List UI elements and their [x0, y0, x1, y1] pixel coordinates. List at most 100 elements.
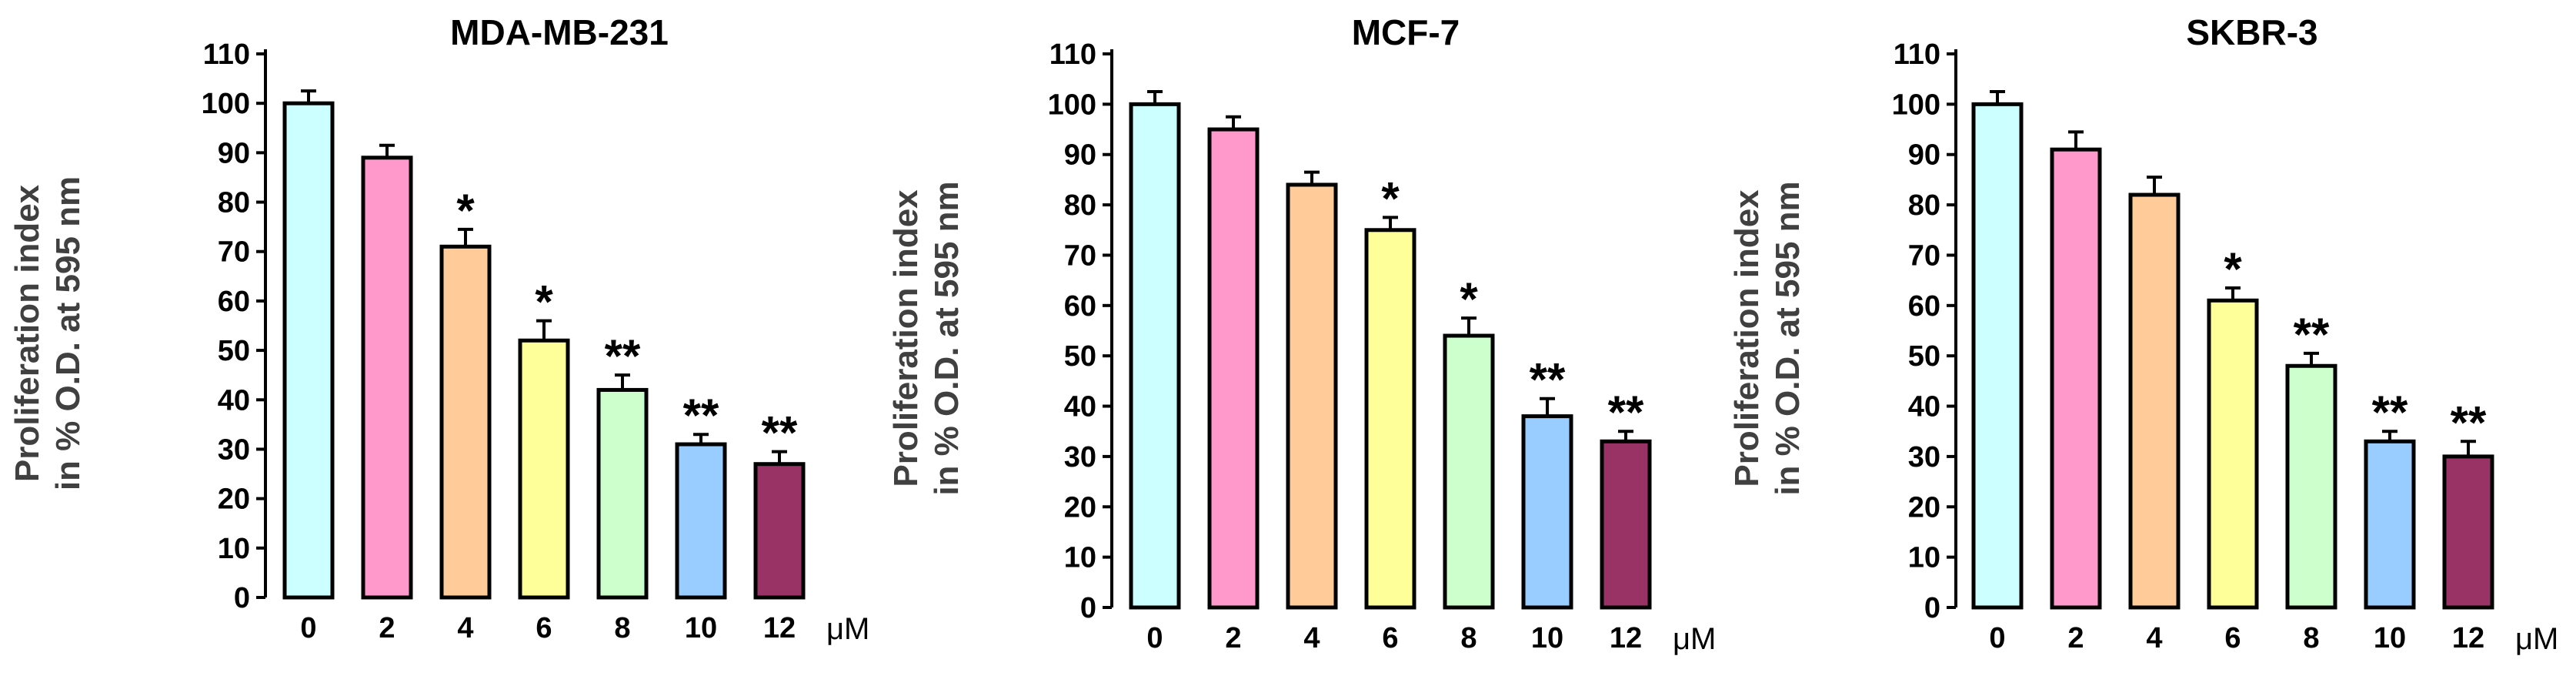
bar-6	[518, 338, 570, 600]
significance-marker: *	[456, 185, 475, 236]
y-tick-label: 60	[1064, 290, 1096, 323]
y-tick-label: 20	[1064, 491, 1096, 524]
chart-title: MCF-7	[1352, 12, 1460, 52]
x-tick-label: 6	[536, 612, 552, 644]
significance-marker: **	[1608, 387, 1644, 438]
x-tick-label: 0	[1989, 622, 2005, 654]
bar-0	[282, 101, 335, 600]
y-tick-label: 30	[1064, 441, 1096, 474]
y-tick-label: 90	[218, 137, 250, 169]
significance-marker: **	[605, 330, 641, 382]
y-axis-label-line1: Proliferation index	[1728, 189, 1766, 487]
x-tick-label: 12	[763, 612, 796, 644]
x-tick-label: 4	[2146, 622, 2162, 654]
y-axis-label-line2: in % O.D. at 595 nm	[928, 181, 966, 495]
y-tick-label: 60	[1908, 290, 1940, 323]
x-tick-label: 2	[2067, 622, 2084, 654]
y-tick-label: 80	[218, 187, 250, 219]
bar-4	[2128, 192, 2181, 610]
y-axis-label-line2: in % O.D. at 595 nm	[49, 176, 87, 490]
y-tick-label: 110	[1894, 38, 1940, 71]
bar-2	[361, 156, 413, 600]
x-tick-label: 0	[300, 612, 316, 644]
bar-8	[2285, 363, 2337, 610]
y-tick-label: 50	[218, 335, 250, 367]
y-tick-label: 30	[218, 433, 250, 466]
x-tick-label: 8	[614, 612, 630, 644]
x-tick-label: 6	[1382, 622, 1398, 654]
bar-10	[2364, 439, 2416, 610]
y-tick-label: 110	[1049, 38, 1096, 71]
y-tick-label: 70	[218, 236, 250, 269]
bar-6	[2207, 298, 2259, 610]
significance-marker: *	[535, 276, 553, 328]
x-tick-label: 8	[1460, 622, 1477, 654]
significance-marker: *	[1460, 273, 1478, 325]
y-tick-label: 50	[1908, 340, 1940, 373]
x-tick-label: 10	[685, 612, 717, 644]
x-tick-label: 4	[1303, 622, 1320, 654]
significance-marker: **	[2294, 309, 2330, 360]
bar-2	[2050, 147, 2102, 610]
y-tick-label: 90	[1908, 139, 1940, 172]
significance-marker: **	[1530, 354, 1566, 406]
significance-marker: **	[762, 407, 798, 459]
y-axis-label-line1: Proliferation index	[887, 189, 925, 487]
y-tick-label: 110	[203, 38, 250, 71]
y-tick-label: 10	[1908, 542, 1940, 574]
y-tick-label: 0	[234, 582, 250, 614]
y-tick-label: 20	[218, 484, 250, 516]
x-tick-label: 12	[1610, 622, 1642, 654]
bar-10	[1521, 414, 1573, 610]
y-tick-label: 70	[1064, 239, 1096, 272]
significance-marker: *	[1381, 172, 1400, 224]
y-tick-label: 40	[1064, 391, 1096, 423]
y-tick-label: 10	[218, 533, 250, 565]
x-tick-label: 0	[1146, 622, 1163, 654]
x-tick-label: 10	[2374, 622, 2406, 654]
y-tick-label: 0	[1924, 592, 1940, 624]
y-tick-label: 50	[1064, 340, 1096, 373]
y-tick-label: 20	[1908, 491, 1940, 524]
y-tick-label: 90	[1064, 139, 1096, 172]
x-tick-label: 10	[1531, 622, 1563, 654]
significance-marker: *	[2224, 243, 2242, 295]
y-tick-label: 100	[1048, 89, 1096, 121]
bar-12	[1600, 439, 1652, 610]
y-tick-label: 40	[1908, 391, 1940, 423]
bar-8	[596, 387, 649, 600]
x-tick-label: 2	[1225, 622, 1241, 654]
x-axis-unit: μM	[1673, 622, 1716, 656]
chart-title: MDA-MB-231	[450, 12, 669, 52]
x-tick-label: 4	[457, 612, 473, 644]
significance-marker: **	[683, 390, 719, 441]
significance-marker: **	[2451, 397, 2487, 448]
y-tick-label: 100	[1892, 89, 1940, 121]
y-tick-label: 60	[218, 286, 250, 318]
x-axis-unit: μM	[826, 612, 869, 646]
x-tick-label: 6	[2224, 622, 2241, 654]
y-tick-label: 40	[218, 384, 250, 417]
y-axis-label-line1: Proliferation index	[8, 184, 46, 482]
bar-4	[1286, 182, 1338, 610]
chart-title: SKBR-3	[2186, 12, 2317, 52]
significance-marker: **	[2372, 387, 2408, 438]
chart-panel-2: MCF-7 Proliferation index in % O.D. at 595…	[887, 12, 1716, 656]
x-axis-unit: μM	[2515, 622, 2558, 656]
y-tick-label: 10	[1064, 542, 1096, 574]
y-tick-label: 80	[1908, 189, 1940, 222]
bar-0	[1971, 102, 2024, 610]
bar-6	[1364, 228, 1416, 610]
bar-12	[2442, 454, 2494, 610]
y-tick-label: 80	[1064, 189, 1096, 222]
y-tick-label: 30	[1908, 441, 1940, 474]
x-tick-label: 2	[379, 612, 395, 644]
bar-10	[675, 442, 727, 600]
chart-panel-1: MDA-MB-231 Proliferation index in % O.D. a…	[8, 12, 869, 646]
bar-0	[1129, 102, 1181, 610]
chart-panel-3: SKBR-3 Proliferation index in % O.D. at 59…	[1728, 12, 2558, 656]
bar-4	[439, 244, 492, 600]
bar-2	[1207, 127, 1260, 610]
bar-8	[1443, 333, 1495, 610]
